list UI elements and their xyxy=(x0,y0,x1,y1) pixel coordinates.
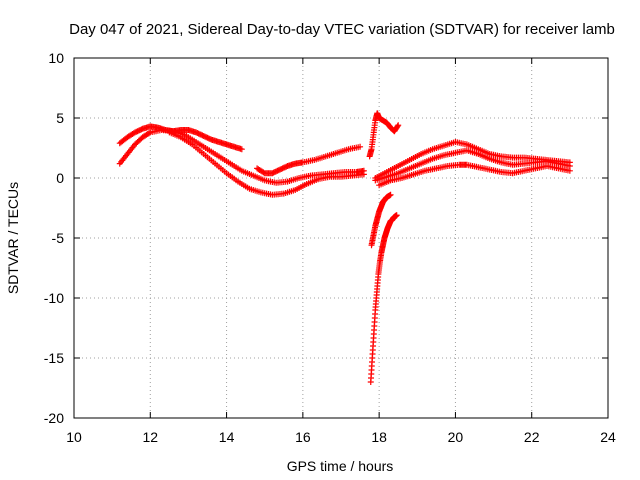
series-arc-jump xyxy=(366,110,402,160)
x-tick-label: 22 xyxy=(524,429,540,445)
x-tick-label: 24 xyxy=(600,429,616,445)
x-tick-label: 14 xyxy=(219,429,235,445)
data-point xyxy=(146,130,153,137)
x-tick-label: 18 xyxy=(371,429,387,445)
data-point xyxy=(387,191,394,198)
y-tick-label: 0 xyxy=(56,170,64,186)
y-tick-label: 10 xyxy=(48,50,64,66)
x-axis-label: GPS time / hours xyxy=(287,458,394,474)
data-point xyxy=(566,167,573,174)
y-tick-label: 5 xyxy=(56,110,64,126)
y-tick-labels: -20 -15 -10 -5 0 5 10 xyxy=(44,50,64,426)
data-point xyxy=(394,123,401,130)
x-tick-label: 12 xyxy=(142,429,158,445)
y-tick-label: -15 xyxy=(44,350,64,366)
series-arc-middle xyxy=(116,127,367,186)
series-arc-descend xyxy=(368,191,394,249)
series-arc-right-3 xyxy=(376,161,573,189)
y-axis-label: SDTVAR / TECUs xyxy=(5,182,21,294)
y-tick-label: -5 xyxy=(52,230,65,246)
series-arc-right-1 xyxy=(372,139,573,181)
x-tick-label: 16 xyxy=(295,429,311,445)
x-tick-label: 20 xyxy=(448,429,464,445)
grid xyxy=(74,58,608,418)
data-point xyxy=(360,171,367,178)
y-tick-label: -10 xyxy=(44,290,64,306)
series-arc-right-2 xyxy=(372,147,573,184)
series-arc-small xyxy=(254,143,364,177)
data-point xyxy=(393,212,400,219)
x-tick-label: 10 xyxy=(66,429,82,445)
series-arc-spike xyxy=(367,212,400,385)
data-point xyxy=(238,146,245,153)
plot-frame xyxy=(73,57,609,419)
y-tick-label: -20 xyxy=(44,410,64,426)
data-points xyxy=(116,110,573,385)
series-arc-lower xyxy=(166,129,367,198)
data-point xyxy=(357,143,364,150)
data-point xyxy=(395,122,402,129)
x-tick-labels: 10 12 14 16 18 20 22 24 xyxy=(66,429,616,445)
chart-title: Day 047 of 2021, Sidereal Day-to-day VTE… xyxy=(69,21,615,38)
